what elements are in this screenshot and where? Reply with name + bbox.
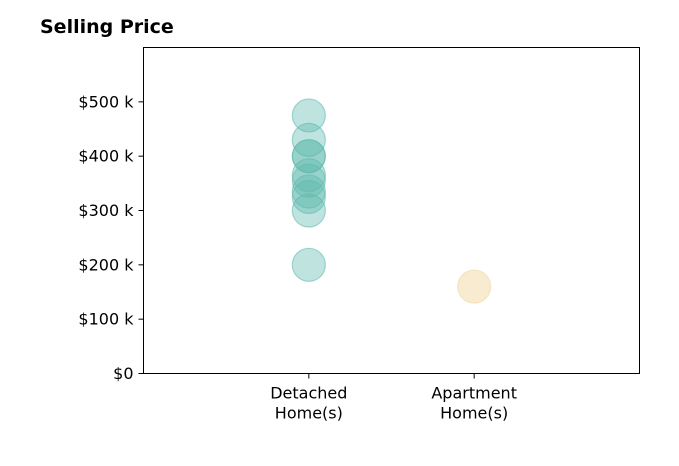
x-tick-label: Apartment Home(s) xyxy=(431,384,517,423)
y-tick-label: $500 k xyxy=(78,92,134,111)
data-point xyxy=(291,179,326,215)
y-tick-label: $0 xyxy=(113,364,133,383)
data-point xyxy=(291,139,326,174)
data-point xyxy=(457,269,492,304)
data-point xyxy=(291,193,326,228)
y-tick-label: $200 k xyxy=(78,255,134,274)
y-tick-label: $100 k xyxy=(78,310,134,329)
y-tick-label: $400 k xyxy=(78,147,134,166)
chart-title: Selling Price xyxy=(40,16,174,38)
data-point xyxy=(291,98,326,133)
plot-frame xyxy=(143,47,640,374)
y-tick-label: $300 k xyxy=(78,201,134,220)
data-point xyxy=(291,247,326,282)
x-tick-label: Detached Home(s) xyxy=(270,384,347,423)
